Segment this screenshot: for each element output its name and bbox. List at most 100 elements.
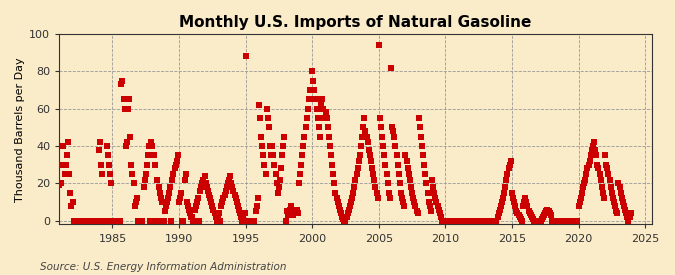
Point — [325, 153, 336, 158]
Point — [268, 153, 279, 158]
Point — [561, 219, 572, 223]
Point — [373, 196, 383, 200]
Point — [260, 172, 271, 176]
Point — [108, 219, 119, 223]
Point — [146, 140, 157, 144]
Point — [187, 215, 198, 219]
Point — [87, 219, 98, 223]
Point — [103, 153, 113, 158]
Point — [566, 219, 576, 223]
Point — [178, 219, 189, 223]
Point — [280, 219, 291, 223]
Point — [370, 185, 381, 189]
Point — [126, 163, 137, 167]
Point — [509, 200, 520, 204]
Point — [223, 177, 234, 182]
Point — [620, 207, 630, 212]
Point — [454, 219, 464, 223]
Point — [216, 204, 227, 208]
Point — [540, 211, 551, 216]
Point — [491, 219, 502, 223]
Point — [61, 153, 72, 158]
Point — [259, 163, 270, 167]
Point — [523, 209, 534, 214]
Point — [205, 196, 215, 200]
Point — [184, 207, 194, 212]
Point — [163, 191, 174, 195]
Point — [535, 219, 545, 223]
Point — [169, 166, 180, 170]
Point — [439, 219, 450, 223]
Point — [342, 211, 353, 216]
Point — [582, 166, 593, 170]
Point — [266, 153, 277, 158]
Point — [165, 185, 176, 189]
Point — [606, 191, 617, 195]
Point — [500, 185, 511, 189]
Point — [142, 153, 153, 158]
Point — [571, 219, 582, 223]
Point — [516, 217, 526, 221]
Point — [592, 163, 603, 167]
Point — [311, 106, 322, 111]
Point — [441, 219, 452, 223]
Point — [137, 219, 148, 223]
Point — [520, 196, 531, 200]
Point — [57, 144, 68, 148]
Point — [623, 219, 634, 223]
Point — [575, 196, 586, 200]
Point — [614, 185, 625, 189]
Point — [134, 219, 144, 223]
Point — [532, 219, 543, 223]
Point — [63, 172, 74, 176]
Point — [248, 219, 259, 223]
Point — [521, 200, 532, 204]
Point — [228, 189, 239, 193]
Point — [348, 191, 358, 195]
Point — [330, 191, 341, 195]
Point — [307, 69, 318, 73]
Point — [256, 134, 267, 139]
Point — [472, 219, 483, 223]
Point — [273, 191, 284, 195]
Point — [320, 110, 331, 115]
Point — [61, 163, 72, 167]
Point — [543, 209, 554, 214]
Point — [318, 106, 329, 111]
Point — [201, 185, 212, 189]
Point — [340, 219, 351, 223]
Point — [550, 219, 561, 223]
Point — [313, 125, 324, 130]
Point — [338, 217, 349, 221]
Point — [192, 196, 203, 200]
Point — [67, 200, 78, 204]
Point — [192, 200, 202, 204]
Point — [392, 163, 403, 167]
Point — [129, 204, 140, 208]
Point — [611, 209, 622, 214]
Point — [236, 215, 246, 219]
Point — [120, 144, 131, 148]
Point — [379, 153, 389, 158]
Point — [362, 140, 373, 144]
Point — [135, 219, 146, 223]
Point — [524, 211, 535, 216]
Point — [510, 204, 520, 208]
Point — [101, 219, 111, 223]
Point — [406, 185, 416, 189]
Point — [535, 219, 546, 223]
Point — [462, 219, 473, 223]
Point — [171, 159, 182, 163]
Point — [418, 153, 429, 158]
Point — [618, 200, 628, 204]
Point — [576, 191, 587, 195]
Point — [92, 219, 103, 223]
Point — [111, 219, 122, 223]
Point — [513, 213, 524, 217]
Point — [387, 125, 398, 130]
Point — [204, 192, 215, 197]
Point — [254, 116, 265, 120]
Point — [188, 219, 199, 223]
Point — [175, 196, 186, 200]
Point — [533, 219, 544, 223]
